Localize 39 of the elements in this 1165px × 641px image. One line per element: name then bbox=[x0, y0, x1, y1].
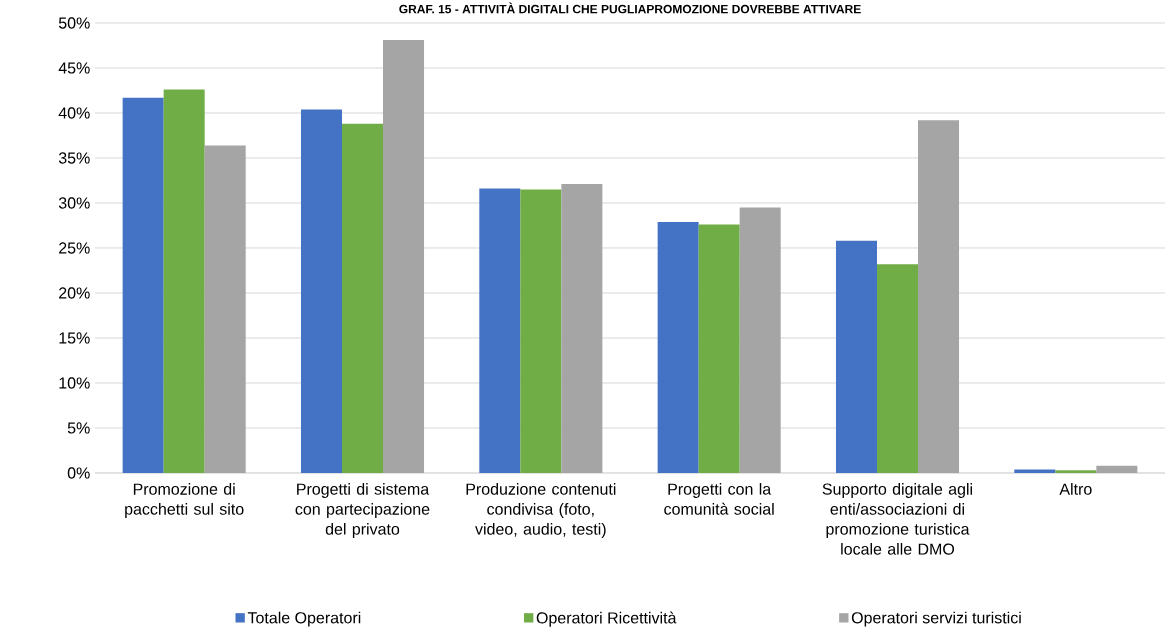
bar bbox=[1055, 470, 1097, 473]
legend-label: Totale Operatori bbox=[247, 611, 361, 627]
bar bbox=[1014, 469, 1056, 473]
bar bbox=[876, 264, 918, 473]
x-tick-label: Produzione contenuti condivisa (foto, video, audio, testi) bbox=[466, 483, 616, 538]
bar bbox=[739, 207, 781, 473]
bar bbox=[342, 123, 384, 473]
y-tick-label: 10% bbox=[59, 377, 90, 389]
bar bbox=[163, 89, 205, 473]
y-tick-label: 50% bbox=[58, 17, 90, 29]
bar bbox=[122, 97, 164, 473]
bar bbox=[204, 145, 246, 473]
y-tick-label: 0% bbox=[67, 467, 90, 479]
y-tick-label: 40% bbox=[58, 107, 90, 119]
x-tick-label: Altro bbox=[1059, 483, 1092, 495]
bar bbox=[918, 120, 960, 473]
y-tick-label: 35% bbox=[58, 152, 90, 164]
x-tick-label: Progetti con la comunità social bbox=[664, 483, 774, 515]
bar bbox=[657, 221, 699, 473]
bar bbox=[520, 189, 562, 473]
y-tick-label: 45% bbox=[58, 62, 90, 74]
y-tick-label: 20% bbox=[59, 287, 90, 299]
legend-label: Operatori Ricettività bbox=[536, 611, 677, 627]
bar bbox=[479, 188, 521, 473]
bar bbox=[300, 109, 342, 473]
y-tick-label: 25% bbox=[59, 242, 90, 254]
legend-label: Operatori servizi turistici bbox=[851, 611, 1021, 627]
x-tick-label: Progetti di sistema con partecipazione del privato bbox=[295, 483, 430, 538]
x-tick-label: Promozione di pacchetti sul sito bbox=[125, 483, 244, 518]
chart-title: GRAF. 15 - ATTIVITÀ DIGITALI CHE PUGLIAPROMOZIONE DOVREBBE ATTIVARE bbox=[399, 2, 861, 14]
y-tick-label: 5% bbox=[67, 422, 90, 434]
bar bbox=[698, 224, 740, 473]
bar bbox=[383, 40, 425, 473]
bar bbox=[835, 240, 877, 473]
bar bbox=[561, 184, 603, 473]
y-tick-label: 15% bbox=[59, 332, 90, 344]
x-tick-label: Supporto digitale agli enti/associazioni di promozione turistica locale alle DMO bbox=[822, 483, 972, 555]
bar bbox=[1096, 465, 1138, 473]
y-tick-label: 30% bbox=[58, 197, 90, 209]
